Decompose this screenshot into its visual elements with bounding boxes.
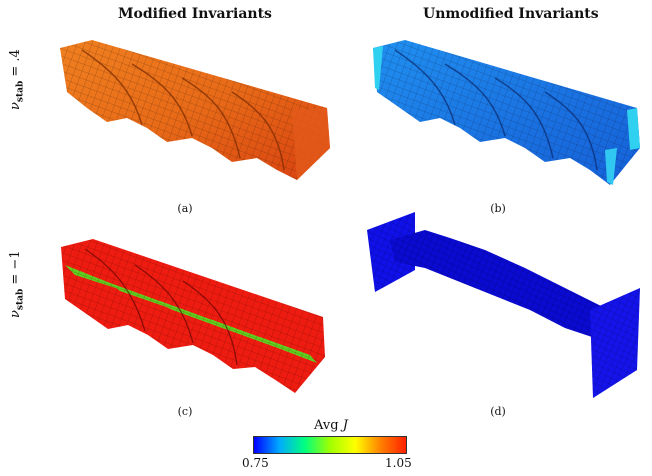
- panel-b-mesh-image: [373, 40, 640, 185]
- row-label-top: νstab = .4: [8, 49, 26, 110]
- caption-a: (a): [177, 202, 193, 215]
- colorbar-title: Avg J: [314, 418, 348, 433]
- column-title-modified: Modified Invariants: [118, 6, 272, 22]
- panel-d-mesh-image: [367, 212, 640, 398]
- row-label-bottom: νstab = −1: [8, 250, 26, 318]
- caption-c: (c): [177, 405, 193, 418]
- panel-a-mesh-image: [60, 40, 330, 180]
- caption-b: (b): [490, 202, 506, 215]
- colorbar-gradient: [253, 436, 407, 454]
- panel-c-mesh-image: [61, 239, 325, 393]
- colorbar-max-label: 1.05: [385, 456, 412, 470]
- colorbar-min-label: 0.75: [242, 456, 269, 470]
- caption-d: (d): [490, 405, 506, 418]
- column-title-unmodified: Unmodified Invariants: [423, 6, 599, 22]
